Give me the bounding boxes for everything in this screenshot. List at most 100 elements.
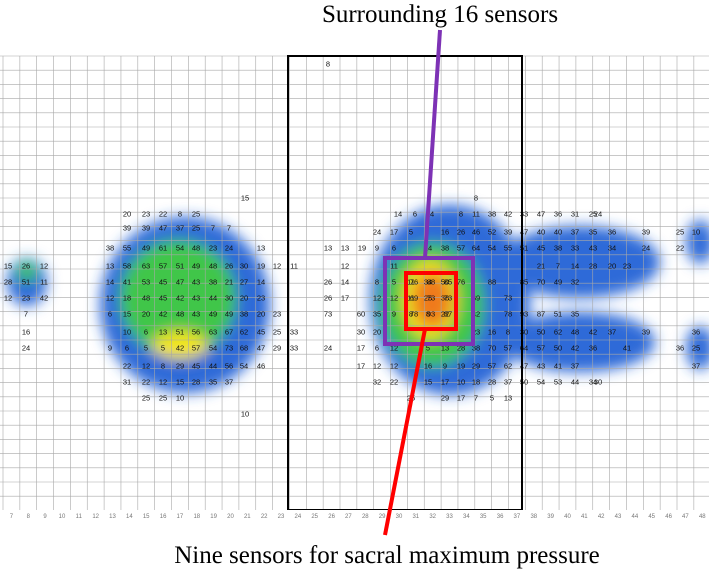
sensor-reading: 20: [373, 328, 381, 337]
sacral-sensor-value: 73: [444, 294, 452, 303]
sensor-reading: 43: [192, 278, 200, 287]
sensor-reading: 6: [392, 244, 396, 253]
sensor-reading: 51: [554, 310, 562, 319]
sensor-reading: 14: [426, 210, 434, 219]
sensor-reading: 54: [176, 244, 184, 253]
axis-tick-label: 43: [615, 514, 622, 520]
axis-tick-label: 7: [10, 514, 14, 520]
sensor-reading: 13: [441, 344, 449, 353]
sensor-reading: 51: [176, 262, 184, 271]
sensor-reading: 12: [373, 362, 381, 371]
sensor-reading: 34: [589, 378, 597, 387]
sensor-reading: 19: [457, 362, 465, 371]
axis-tick-label: 12: [92, 514, 99, 520]
sensor-reading: 25: [424, 294, 432, 303]
sensor-reading: 17: [441, 378, 449, 387]
sensor-reading: 37: [571, 362, 579, 371]
sensor-reading: 17: [390, 228, 398, 237]
sensor-reading: 23: [209, 244, 217, 253]
sensor-reading: 17: [457, 394, 465, 403]
sensor-reading: 17: [341, 294, 349, 303]
axis-tick-label: 44: [632, 514, 639, 520]
sensor-reading: 38: [209, 278, 217, 287]
axis-tick-label: 46: [665, 514, 672, 520]
surrounding-16-sensors-box: [383, 256, 475, 346]
sensor-reading: 10: [176, 394, 184, 403]
sensor-reading: 23: [22, 294, 30, 303]
axis-tick-label: 35: [480, 514, 487, 520]
sensor-reading: 26: [324, 294, 332, 303]
sensor-reading: 38: [441, 244, 449, 253]
sensor-reading: 33: [571, 244, 579, 253]
sensor-reading: 8: [459, 210, 463, 219]
sensor-reading: 67: [225, 328, 233, 337]
sensor-reading: 24: [225, 244, 233, 253]
pointer-nine-sensors: [383, 328, 427, 536]
sensor-reading: 26: [225, 262, 233, 271]
sensor-reading: 29: [273, 344, 281, 353]
sensor-reading: 13: [257, 244, 265, 253]
sensor-reading: 25: [192, 210, 200, 219]
sensor-reading: 24: [373, 228, 381, 237]
axis-strip: [0, 510, 709, 525]
sensor-reading: 16: [22, 328, 30, 337]
sensor-reading: 50: [537, 328, 545, 337]
sensor-reading: 5: [144, 344, 148, 353]
sensor-reading: 48: [142, 294, 150, 303]
sensor-reading: 47: [520, 228, 528, 237]
sensor-reading: 14: [341, 278, 349, 287]
sensor-reading: 22: [123, 362, 131, 371]
sensor-reading: 45: [159, 278, 167, 287]
axis-tick-label: 25: [311, 514, 318, 520]
sensor-reading: 16: [424, 362, 432, 371]
sensor-reading: 8: [426, 310, 430, 319]
sensor-reading: 40: [537, 228, 545, 237]
sensor-reading: 20: [240, 294, 248, 303]
sacral-sensor-value: 85: [444, 278, 452, 287]
sensor-reading: 8: [161, 362, 165, 371]
sensor-reading: 11: [407, 294, 415, 303]
sensor-reading: 57: [504, 344, 512, 353]
sensor-reading: 28: [192, 378, 200, 387]
sensor-reading: 10: [692, 228, 700, 237]
heat-blob-left-buttock-high: [152, 331, 208, 359]
sensor-reading: 25: [692, 344, 700, 353]
axis-tick-label: 39: [547, 514, 554, 520]
sacral-sensor-value: 69: [410, 294, 418, 303]
sensor-reading: 14: [257, 278, 265, 287]
sensor-reading: 8: [409, 310, 413, 319]
sensor-reading: 51: [520, 244, 528, 253]
sensor-reading: 5: [161, 344, 165, 353]
sensor-reading: 73: [324, 310, 332, 319]
sensor-reading: 15: [176, 378, 184, 387]
sensor-reading: 39: [642, 228, 650, 237]
sensor-reading: 20: [257, 310, 265, 319]
sensor-reading: 20: [142, 310, 150, 319]
sacral-sensor-value: 73: [427, 294, 435, 303]
sensor-reading: 54: [488, 244, 496, 253]
sacral-sensor-value: 78: [410, 310, 418, 319]
sensor-reading: 11: [290, 262, 298, 271]
sensor-reading: 23: [142, 210, 150, 219]
sensor-reading: 57: [457, 244, 465, 253]
sacral-sensor-value: 76: [410, 278, 418, 287]
sensor-reading: 61: [159, 244, 167, 253]
sensor-reading: 6: [125, 344, 129, 353]
axis-tick-label: 11: [76, 514, 83, 520]
sensor-reading: 73: [504, 294, 512, 303]
sensor-reading: 47: [537, 210, 545, 219]
sensor-reading: 6: [413, 210, 417, 219]
sensor-reading: 69: [472, 294, 480, 303]
axis-tick-label: 19: [210, 514, 217, 520]
sensor-reading: 44: [209, 294, 217, 303]
axis-tick-label: 17: [177, 514, 184, 520]
sensor-reading: 30: [225, 294, 233, 303]
sensor-reading: 73: [225, 344, 233, 353]
sensor-reading: 64: [520, 344, 528, 353]
axis-tick-label: 30: [396, 514, 403, 520]
sensor-reading: 58: [123, 262, 131, 271]
axis-tick-label: 21: [244, 514, 251, 520]
sensor-reading: 11: [40, 278, 48, 287]
sensor-reading: 36: [608, 228, 616, 237]
